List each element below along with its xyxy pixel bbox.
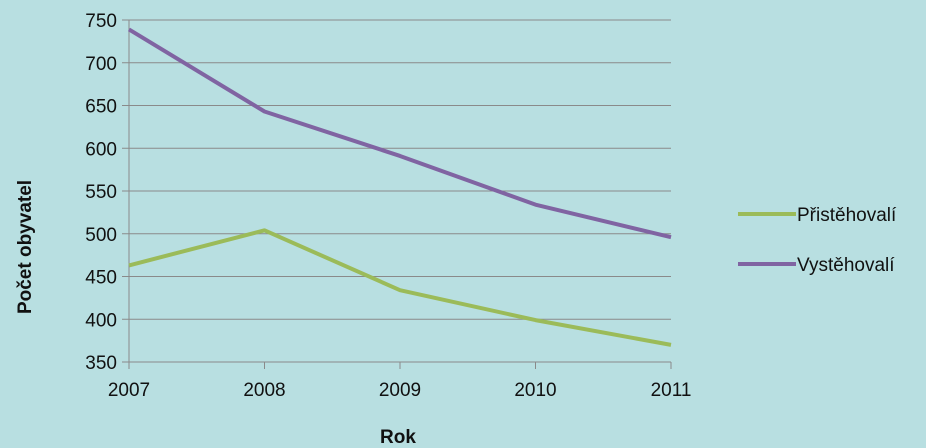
y-tick-label-700: 700 [85,54,117,75]
series-line-2 [127,27,672,240]
y-tick-label-550: 550 [85,182,117,203]
x-tick-label-2009: 2009 [379,380,421,401]
x-tick-label-2008: 2008 [243,380,285,401]
y-tick-label-600: 600 [85,139,117,160]
legend-label-2: Vystěhovalí [797,255,895,276]
legend: Přistěhovalí Vystěhovalí [738,205,897,276]
x-tick-label-2010: 2010 [514,380,556,401]
series-line-1 [128,228,672,347]
y-axis-title: Počet obyvatel [15,180,36,314]
y-tick-label-650: 650 [85,97,117,118]
y-tick-labels: 350 400 450 500 550 600 650 700 750 [85,11,117,374]
x-tick-label-2007: 2007 [108,380,150,401]
legend-label-1: Přistěhovalí [797,205,897,226]
gridlines [129,19,671,320]
x-tick-labels: 2007 2008 2009 2010 2011 [108,380,692,401]
y-tick-label-450: 450 [85,268,117,289]
axes [122,19,672,369]
y-tick-label-750: 750 [85,11,117,32]
series-lines [127,27,672,347]
y-tick-label-350: 350 [85,353,117,374]
x-tick-label-2011: 2011 [651,380,692,401]
y-tick-label-500: 500 [85,225,117,246]
y-tick-label-400: 400 [85,310,117,331]
x-axis-title: Rok [380,427,416,448]
